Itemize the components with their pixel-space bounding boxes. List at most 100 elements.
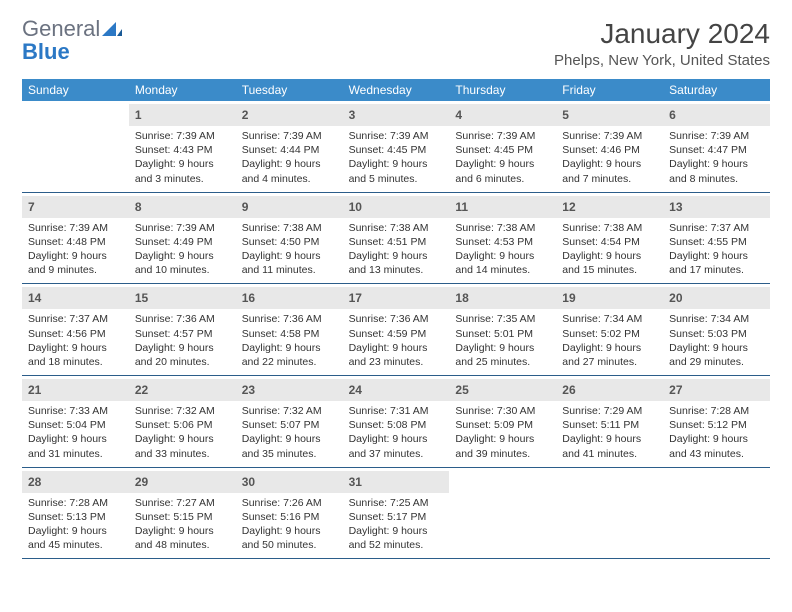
calendar-empty-cell [556,468,663,559]
daylight-text: and 17 minutes. [669,263,764,277]
day-number-bar: 20 [663,287,770,309]
sunset-text: Sunset: 4:59 PM [349,327,444,341]
sunrise-text: Sunrise: 7:32 AM [242,404,337,418]
daylight-text: Daylight: 9 hours [242,524,337,538]
day-number: 14 [28,291,41,305]
daylight-text: and 9 minutes. [28,263,123,277]
day-number: 2 [242,108,249,122]
weekday-header: Wednesday [343,79,450,101]
sunrise-text: Sunrise: 7:38 AM [455,221,550,235]
day-number: 25 [455,383,468,397]
day-number: 7 [28,200,35,214]
day-number-bar: 3 [343,104,450,126]
weeks-container: 1Sunrise: 7:39 AMSunset: 4:43 PMDaylight… [22,101,770,559]
sunrise-text: Sunrise: 7:39 AM [135,221,230,235]
daylight-text: and 43 minutes. [669,447,764,461]
day-number-bar: 1 [129,104,236,126]
sunset-text: Sunset: 5:04 PM [28,418,123,432]
calendar-day-cell: 8Sunrise: 7:39 AMSunset: 4:49 PMDaylight… [129,193,236,284]
day-number-bar: 19 [556,287,663,309]
sunrise-text: Sunrise: 7:36 AM [349,312,444,326]
daylight-text: Daylight: 9 hours [135,157,230,171]
day-number: 6 [669,108,676,122]
daylight-text: Daylight: 9 hours [562,157,657,171]
sunset-text: Sunset: 4:54 PM [562,235,657,249]
sunset-text: Sunset: 5:01 PM [455,327,550,341]
day-number-bar: 15 [129,287,236,309]
sunset-text: Sunset: 4:51 PM [349,235,444,249]
daylight-text: Daylight: 9 hours [455,432,550,446]
day-number: 30 [242,475,255,489]
daylight-text: Daylight: 9 hours [242,432,337,446]
day-number-bar: 17 [343,287,450,309]
daylight-text: and 22 minutes. [242,355,337,369]
calendar-day-cell: 6Sunrise: 7:39 AMSunset: 4:47 PMDaylight… [663,101,770,192]
calendar-day-cell: 2 Sunrise: 7:39 AMSunset: 4:44 PMDaylight… [236,101,343,192]
day-number-bar: 24 [343,379,450,401]
daylight-text: Daylight: 9 hours [669,157,764,171]
day-number: 17 [349,291,362,305]
weekday-header: Monday [129,79,236,101]
weekday-header: Friday [556,79,663,101]
sunrise-text: Sunrise: 7:39 AM [28,221,123,235]
daylight-text: and 13 minutes. [349,263,444,277]
daylight-text: Daylight: 9 hours [135,249,230,263]
day-number: 10 [349,200,362,214]
sunset-text: Sunset: 4:53 PM [455,235,550,249]
calendar-day-cell: 3Sunrise: 7:39 AMSunset: 4:45 PMDaylight… [343,101,450,192]
daylight-text: and 31 minutes. [28,447,123,461]
sunrise-text: Sunrise: 7:30 AM [455,404,550,418]
daylight-text: Daylight: 9 hours [242,157,337,171]
sunset-text: Sunset: 5:13 PM [28,510,123,524]
sunrise-text: Sunrise: 7:26 AM [242,496,337,510]
day-number-bar: 26 [556,379,663,401]
calendar-day-cell: 20Sunrise: 7:34 AMSunset: 5:03 PMDayligh… [663,284,770,375]
day-number-bar: 2 [236,104,343,126]
calendar-empty-cell [663,468,770,559]
calendar-day-cell: 26Sunrise: 7:29 AMSunset: 5:11 PMDayligh… [556,376,663,467]
sunrise-text: Sunrise: 7:28 AM [28,496,123,510]
sunrise-text: Sunrise: 7:33 AM [28,404,123,418]
calendar-day-cell: 5Sunrise: 7:39 AMSunset: 4:46 PMDaylight… [556,101,663,192]
day-number-bar: 22 [129,379,236,401]
calendar-day-cell: 4Sunrise: 7:39 AMSunset: 4:45 PMDaylight… [449,101,556,192]
weekday-header: Saturday [663,79,770,101]
daylight-text: and 33 minutes. [135,447,230,461]
day-number-bar: 9 [236,196,343,218]
sunrise-text: Sunrise: 7:37 AM [669,221,764,235]
sunset-text: Sunset: 4:43 PM [135,143,230,157]
sunset-text: Sunset: 4:57 PM [135,327,230,341]
calendar-day-cell: 9Sunrise: 7:38 AMSunset: 4:50 PMDaylight… [236,193,343,284]
day-number: 21 [28,383,41,397]
sunset-text: Sunset: 5:07 PM [242,418,337,432]
day-number-bar: 6 [663,104,770,126]
daylight-text: Daylight: 9 hours [349,524,444,538]
daylight-text: Daylight: 9 hours [455,157,550,171]
location-text: Phelps, New York, United States [554,52,770,69]
sunset-text: Sunset: 5:17 PM [349,510,444,524]
sunrise-text: Sunrise: 7:38 AM [349,221,444,235]
day-number-bar: 14 [22,287,129,309]
daylight-text: and 37 minutes. [349,447,444,461]
day-number: 13 [669,200,682,214]
daylight-text: and 15 minutes. [562,263,657,277]
week-row: 1Sunrise: 7:39 AMSunset: 4:43 PMDaylight… [22,101,770,193]
logo-text-general: General [22,16,100,41]
daylight-text: and 14 minutes. [455,263,550,277]
day-number-bar: 18 [449,287,556,309]
sunset-text: Sunset: 4:56 PM [28,327,123,341]
daylight-text: Daylight: 9 hours [349,341,444,355]
day-number-bar: 8 [129,196,236,218]
sunset-text: Sunset: 4:44 PM [242,143,337,157]
daylight-text: and 5 minutes. [349,172,444,186]
sunrise-text: Sunrise: 7:37 AM [28,312,123,326]
page-header: General Blue January 2024 Phelps, New Yo… [22,18,770,69]
day-number: 18 [455,291,468,305]
day-number-bar: 29 [129,471,236,493]
sunrise-text: Sunrise: 7:34 AM [669,312,764,326]
sunrise-text: Sunrise: 7:39 AM [242,129,337,143]
daylight-text: Daylight: 9 hours [135,432,230,446]
daylight-text: Daylight: 9 hours [562,249,657,263]
daylight-text: Daylight: 9 hours [562,432,657,446]
weekday-header: Tuesday [236,79,343,101]
